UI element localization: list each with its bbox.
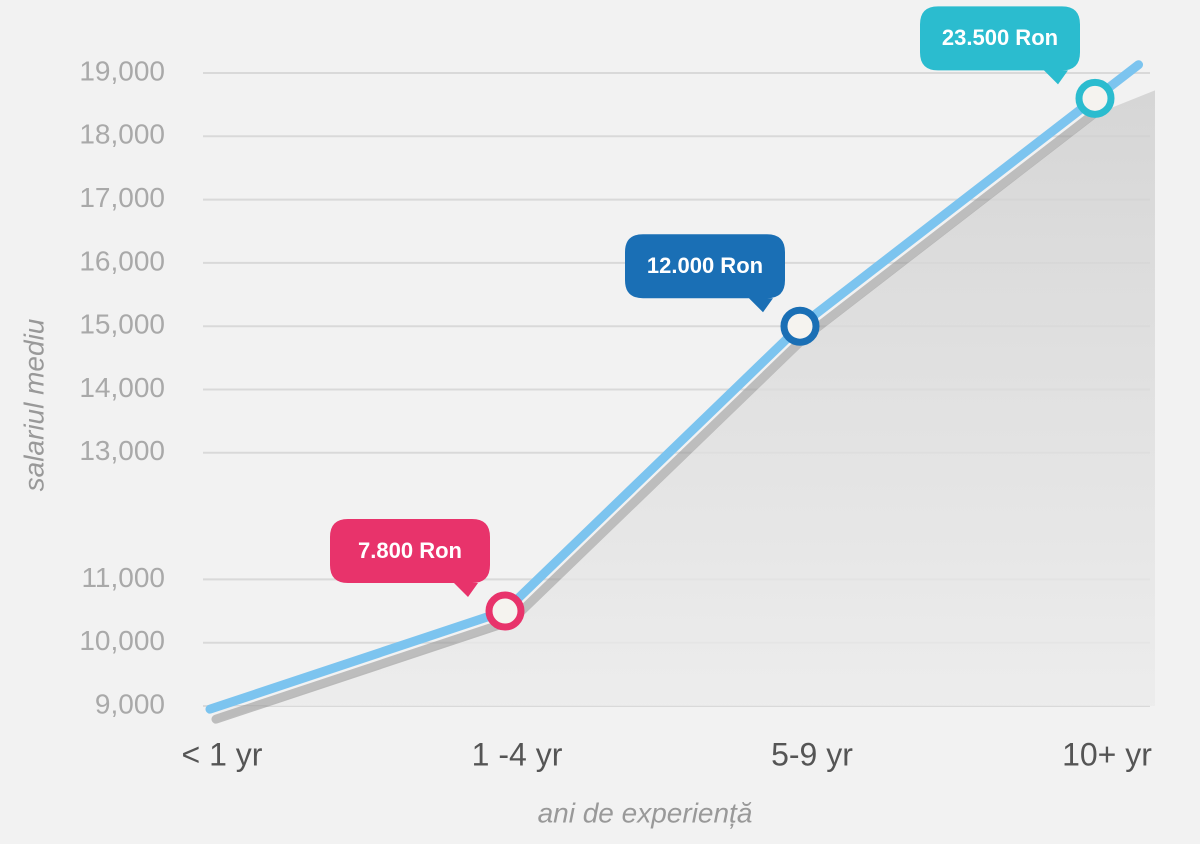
callout-box (625, 234, 785, 313)
y-tick-label: 14,000 (79, 372, 165, 403)
x-tick-label: < 1 yr (182, 736, 263, 772)
y-tick-label: 17,000 (79, 182, 165, 213)
y-tick-label: 19,000 (79, 55, 165, 86)
line-shadow (211, 103, 1106, 724)
y-tick-label: 16,000 (79, 245, 165, 276)
point-marker (780, 306, 820, 346)
point-marker (1075, 78, 1115, 118)
point-marker (485, 591, 525, 631)
y-tick-label: 18,000 (79, 119, 165, 150)
x-tick-label: 5-9 yr (771, 736, 853, 772)
x-axis-title: ani de experiență (538, 797, 753, 828)
y-tick-label: 11,000 (81, 562, 165, 593)
callout-box (920, 6, 1080, 85)
y-tick-label: 13,000 (79, 435, 165, 466)
x-tick-label: 1 -4 yr (472, 736, 563, 772)
x-tick-label: 10+ yr (1062, 736, 1152, 772)
callout-label: 12.000 Ron (647, 253, 763, 278)
shadow-area (220, 90, 1155, 722)
callout-label: 7.800 Ron (358, 538, 462, 563)
y-tick-label: 9,000 (95, 688, 165, 719)
y-tick-label: 15,000 (79, 309, 165, 340)
line (205, 93, 1100, 714)
y-axis-title: salariul mediu (18, 318, 49, 491)
callout-box (330, 519, 490, 598)
y-tick-label: 10,000 (79, 625, 165, 656)
callout-label: 23.500 Ron (942, 25, 1058, 50)
